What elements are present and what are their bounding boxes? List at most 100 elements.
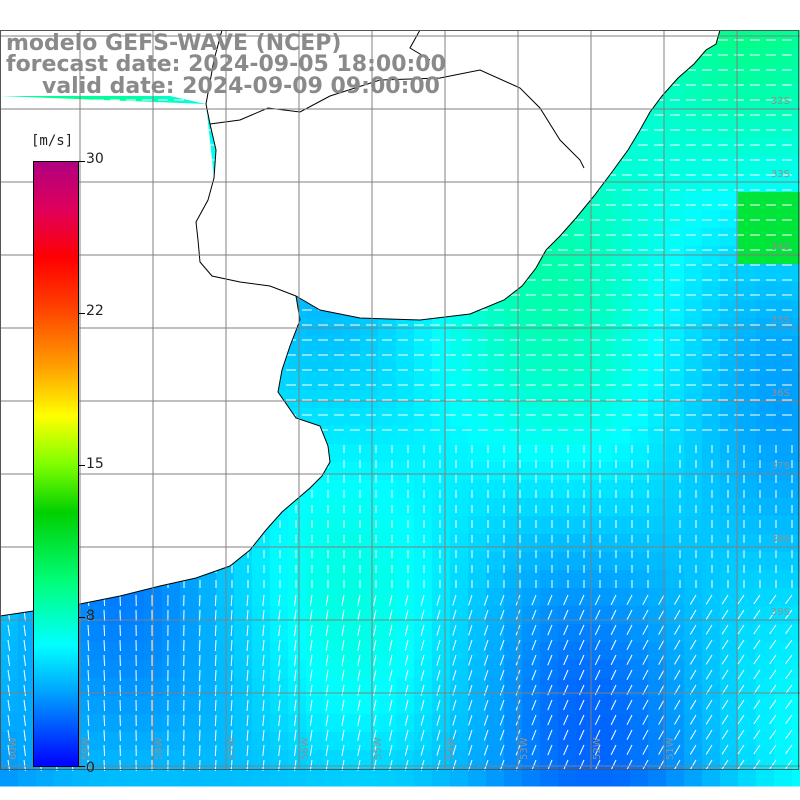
- wind-arrow: [689, 759, 697, 770]
- wind-arrow: [341, 684, 345, 696]
- wind-arrow: [483, 594, 489, 606]
- wind-cell: [432, 696, 451, 715]
- wind-cell: [396, 570, 415, 589]
- wind-arrow: [404, 624, 409, 636]
- wind-arrow: [769, 639, 777, 650]
- wind-cell: [630, 372, 649, 391]
- wind-arrow: [547, 714, 553, 726]
- wind-arrow: [87, 669, 90, 682]
- wind-arrow: [499, 714, 505, 726]
- wind-arrow: [483, 624, 489, 636]
- wind-arrow: [737, 624, 745, 635]
- wind-arrow: [642, 669, 649, 680]
- wind-cell: [630, 714, 649, 733]
- wind-arrow: [769, 594, 777, 605]
- wind-cell: [288, 732, 307, 751]
- wind-cell: [522, 534, 541, 553]
- wind-cell: [468, 588, 487, 607]
- wind-cell: [324, 642, 343, 661]
- wind-cell: [486, 552, 505, 571]
- longitude-labels: 60W 59W 58W 57W 56W 55W 54W 53W 52W 51W: [8, 737, 676, 760]
- wind-cell: [324, 408, 343, 427]
- wind-arrow: [753, 594, 761, 605]
- wind-arrow: [357, 759, 361, 771]
- wind-cell: [468, 444, 487, 463]
- colorbar-tick: [79, 766, 85, 767]
- wind-cell: [324, 570, 343, 589]
- wind-cell: [324, 624, 343, 643]
- wind-cell: [774, 192, 793, 211]
- wind-cell: [684, 210, 703, 229]
- wind-cell: [774, 714, 793, 733]
- wind-arrow: [341, 624, 345, 636]
- wind-cell: [774, 750, 793, 769]
- wind-arrow: [230, 609, 233, 622]
- wind-arrow: [658, 594, 665, 605]
- wind-cell: [558, 732, 577, 751]
- wind-cell: [720, 102, 739, 121]
- wind-arrow: [404, 684, 409, 696]
- wind-cell: [234, 642, 253, 661]
- wind-cell: [756, 354, 775, 373]
- wind-cell: [702, 426, 721, 445]
- forecast-date: forecast date: 2024-09-05 18:00:00: [6, 52, 446, 77]
- wind-arrow: [753, 624, 761, 635]
- wind-arrow: [594, 744, 601, 756]
- wind-arrow: [642, 699, 649, 710]
- wind-cell: [756, 624, 775, 643]
- wind-cell: [630, 480, 649, 499]
- wind-arrow: [610, 639, 617, 651]
- wind-arrow: [642, 759, 649, 770]
- longitude-label: 59W: [81, 737, 92, 760]
- wind-arrow: [7, 714, 11, 726]
- wind-arrow: [436, 639, 441, 651]
- wind-cell: [738, 336, 757, 355]
- wind-arrow: [769, 729, 777, 740]
- wind-cell: [756, 318, 775, 337]
- wind-cell: [792, 228, 800, 247]
- wind-cell: [432, 498, 451, 517]
- wind-cell: [558, 462, 577, 481]
- wind-cell: [324, 732, 343, 751]
- wind-cell: [774, 354, 793, 373]
- wind-cell: [720, 264, 739, 283]
- wind-cell: [720, 192, 739, 211]
- wind-arrow: [341, 654, 345, 666]
- wind-arrow: [262, 609, 265, 621]
- wind-arrow: [785, 744, 793, 755]
- wind-cell: [252, 624, 271, 643]
- wind-arrow: [705, 714, 713, 725]
- wind-cell: [666, 138, 685, 157]
- wind-cell: [486, 516, 505, 535]
- wind-cell: [702, 534, 721, 553]
- wind-arrow: [388, 744, 393, 756]
- wind-cell: [468, 714, 487, 733]
- wind-cell: [666, 642, 685, 661]
- wind-cell: [738, 696, 757, 715]
- wind-arrow: [785, 669, 793, 680]
- wind-arrow: [325, 624, 329, 636]
- wind-cell: [540, 552, 559, 571]
- wind-cell: [576, 282, 595, 301]
- wind-arrow: [214, 744, 217, 757]
- wind-cell: [396, 336, 415, 355]
- wind-cell: [270, 750, 289, 769]
- wind-cell: [36, 768, 55, 787]
- wind-cell: [702, 444, 721, 463]
- wind-cell: [396, 714, 415, 733]
- wind-cell: [126, 642, 145, 661]
- wind-cell: [450, 498, 469, 517]
- wind-cell: [774, 48, 793, 67]
- wind-arrow: [547, 639, 553, 651]
- wind-cell: [684, 480, 703, 499]
- wind-cell: [342, 714, 361, 733]
- wind-cell: [558, 606, 577, 625]
- wind-cell: [792, 750, 800, 769]
- wind-cell: [612, 588, 631, 607]
- wind-arrow: [468, 639, 473, 651]
- wind-cell: [756, 228, 775, 247]
- wind-cell: [756, 48, 775, 67]
- wind-arrow: [7, 669, 11, 681]
- wind-cell: [576, 768, 595, 787]
- wind-arrow: [388, 654, 393, 666]
